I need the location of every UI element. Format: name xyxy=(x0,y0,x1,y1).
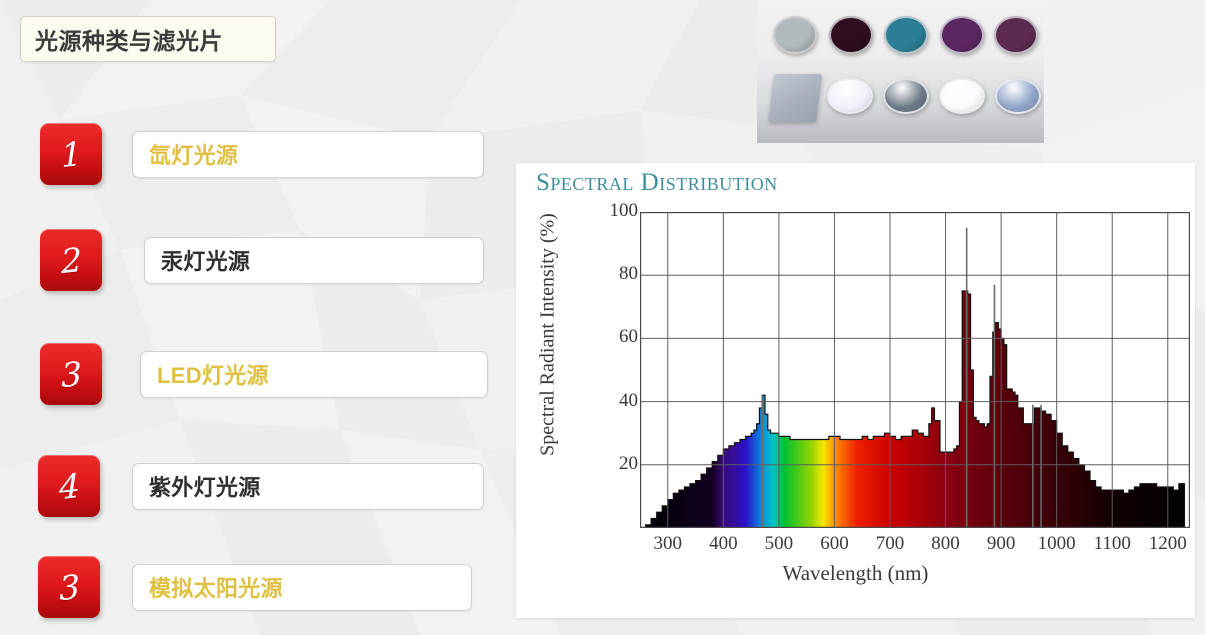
list-item-label: LED灯光源 xyxy=(157,363,269,388)
chart-x-axis-label: Wavelength (nm) xyxy=(782,561,929,585)
x-tick-label: 600 xyxy=(820,533,849,554)
x-tick-label: 300 xyxy=(653,533,683,554)
slate-gray-filter xyxy=(883,78,929,114)
list-item[interactable]: 2 汞灯光源 xyxy=(0,229,484,291)
list-item[interactable]: 3 模拟太阳光源 xyxy=(0,556,472,618)
list-item-number-badge: 3 xyxy=(38,556,100,618)
x-tick-label: 900 xyxy=(986,533,1016,554)
dark-purple-filter xyxy=(829,16,873,54)
list-item-pill[interactable]: 氙灯光源 xyxy=(132,130,484,178)
optical-filters-photo xyxy=(757,0,1044,143)
list-item[interactable]: 3 LED灯光源 xyxy=(0,343,488,405)
list-item-number: 3 xyxy=(57,566,81,608)
list-item-pill[interactable]: 紫外灯光源 xyxy=(132,462,484,510)
list-item-label: 氙灯光源 xyxy=(149,143,239,168)
list-item-pill[interactable]: 模拟太阳光源 xyxy=(132,563,472,611)
x-tick-label: 500 xyxy=(764,533,794,554)
periwinkle-filter xyxy=(995,78,1041,114)
list-item-pill[interactable]: LED灯光源 xyxy=(140,350,488,398)
list-item-label: 紫外灯光源 xyxy=(149,475,261,500)
list-item-number: 3 xyxy=(59,353,83,395)
list-item-number-badge: 2 xyxy=(40,229,102,291)
y-tick-label: 60 xyxy=(619,326,638,348)
x-tick-label: 700 xyxy=(875,533,905,554)
gray-nd-filter xyxy=(773,16,817,54)
white-filter xyxy=(939,78,985,114)
list-item[interactable]: 1 氙灯光源 xyxy=(0,123,484,185)
y-tick-label: 40 xyxy=(619,389,638,411)
spectral-distribution-plot xyxy=(639,211,1191,529)
purple-filter xyxy=(940,16,984,54)
list-item-number-badge: 1 xyxy=(40,123,102,185)
y-tick-label: 20 xyxy=(619,452,638,474)
lavender-white-filter xyxy=(827,78,873,114)
chart-plot-area xyxy=(639,211,1191,529)
list-item-number-badge: 3 xyxy=(40,343,102,405)
teal-filter xyxy=(884,16,928,54)
x-tick-label: 1000 xyxy=(1037,533,1076,554)
slide-title-box: 光源种类与滤光片 xyxy=(20,16,276,62)
x-tick-label: 400 xyxy=(709,533,738,554)
x-tick-label: 800 xyxy=(931,533,960,554)
square-glass-plate xyxy=(768,74,822,122)
spectral-distribution-chart-card: Spectral Distribution Spectral Radiant I… xyxy=(516,163,1195,618)
list-item-number: 4 xyxy=(57,465,81,507)
x-tick-label: 1200 xyxy=(1148,533,1187,554)
x-tick-label: 1100 xyxy=(1093,533,1131,554)
list-item-number-badge: 4 xyxy=(38,455,100,517)
list-item-pill[interactable]: 汞灯光源 xyxy=(144,236,484,284)
list-item-label: 汞灯光源 xyxy=(161,249,251,274)
chart-x-ticks: 300 400 500 600 700 800 900 1000 1100 1200 xyxy=(516,163,1195,554)
list-item-number: 2 xyxy=(59,239,83,281)
y-tick-label: 80 xyxy=(619,263,638,285)
chart-y-ticks: 20 40 60 80 100 xyxy=(576,163,639,563)
list-item[interactable]: 4 紫外灯光源 xyxy=(0,455,484,517)
page-title: 光源种类与滤光片 xyxy=(35,28,223,54)
magenta-purple-filter xyxy=(994,16,1038,54)
chart-y-axis-label: Spectral Radiant Intensity (%) xyxy=(536,213,559,456)
list-item-label: 模拟太阳光源 xyxy=(149,576,283,601)
y-tick-label: 100 xyxy=(609,200,639,221)
chart-title: Spectral Distribution xyxy=(536,169,778,196)
list-item-number: 1 xyxy=(59,133,83,175)
